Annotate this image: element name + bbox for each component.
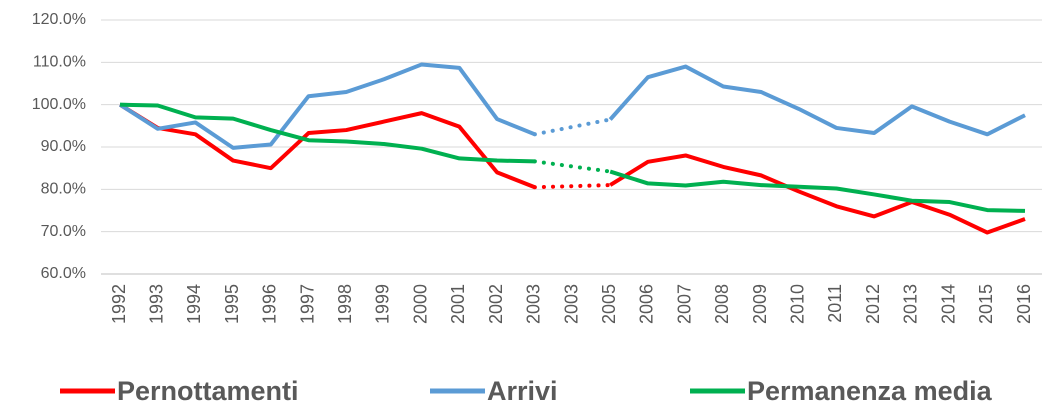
y-tick-label: 90.0% xyxy=(41,138,86,155)
x-tick-label: 2000 xyxy=(410,284,430,324)
x-tick-label: 2007 xyxy=(674,284,694,324)
line xyxy=(118,102,536,190)
y-tick-label: 60.0% xyxy=(41,265,86,282)
x-tick-label: 2003 xyxy=(524,284,544,324)
x-tick-label: 1996 xyxy=(260,284,280,324)
y-tick-label: 70.0% xyxy=(41,223,86,240)
gap-connector xyxy=(532,183,613,190)
x-tick-label: 2014 xyxy=(938,284,958,324)
x-tick-label: 1994 xyxy=(184,284,204,324)
x-tick-label: 2003 xyxy=(561,284,581,324)
line xyxy=(609,153,1026,235)
x-tick-label: 2006 xyxy=(637,284,657,324)
y-tick-label: 110.0% xyxy=(33,54,86,71)
x-tick-label: 2011 xyxy=(825,284,845,323)
x-tick-label: 2001 xyxy=(448,284,468,324)
x-tick-label: 1995 xyxy=(222,284,242,324)
x-tick-label: 1993 xyxy=(146,284,166,324)
gap-connector xyxy=(532,117,613,137)
x-tick-label: 2002 xyxy=(486,284,506,324)
x-tick-label: 1999 xyxy=(373,284,393,324)
legend-label: Permanenza media xyxy=(747,376,993,406)
line xyxy=(609,169,1026,213)
x-tick-label: 2009 xyxy=(750,284,770,324)
line xyxy=(118,62,536,150)
x-tick-label: 1998 xyxy=(335,284,355,324)
x-tick-label: 2016 xyxy=(1014,284,1034,324)
x-tick-label: 2008 xyxy=(712,284,732,324)
x-tick-label: 2012 xyxy=(863,284,883,324)
line xyxy=(608,64,1026,137)
x-tick-label: 2010 xyxy=(788,284,808,324)
x-tick-label: 1992 xyxy=(109,284,129,324)
x-tick-label: 2005 xyxy=(599,284,619,324)
gap-connector xyxy=(532,159,613,174)
y-tick-label: 100.0% xyxy=(32,96,86,113)
line xyxy=(119,102,535,164)
x-tick-label: 2015 xyxy=(976,284,996,324)
y-tick-label: 80.0% xyxy=(41,181,86,198)
y-tick-label: 120.0% xyxy=(32,11,86,28)
x-tick-label: 2013 xyxy=(901,284,921,324)
legend-label: Pernottamenti xyxy=(117,376,299,406)
legend-label: Arrivi xyxy=(487,376,558,406)
x-tick-label: 1997 xyxy=(297,284,317,324)
